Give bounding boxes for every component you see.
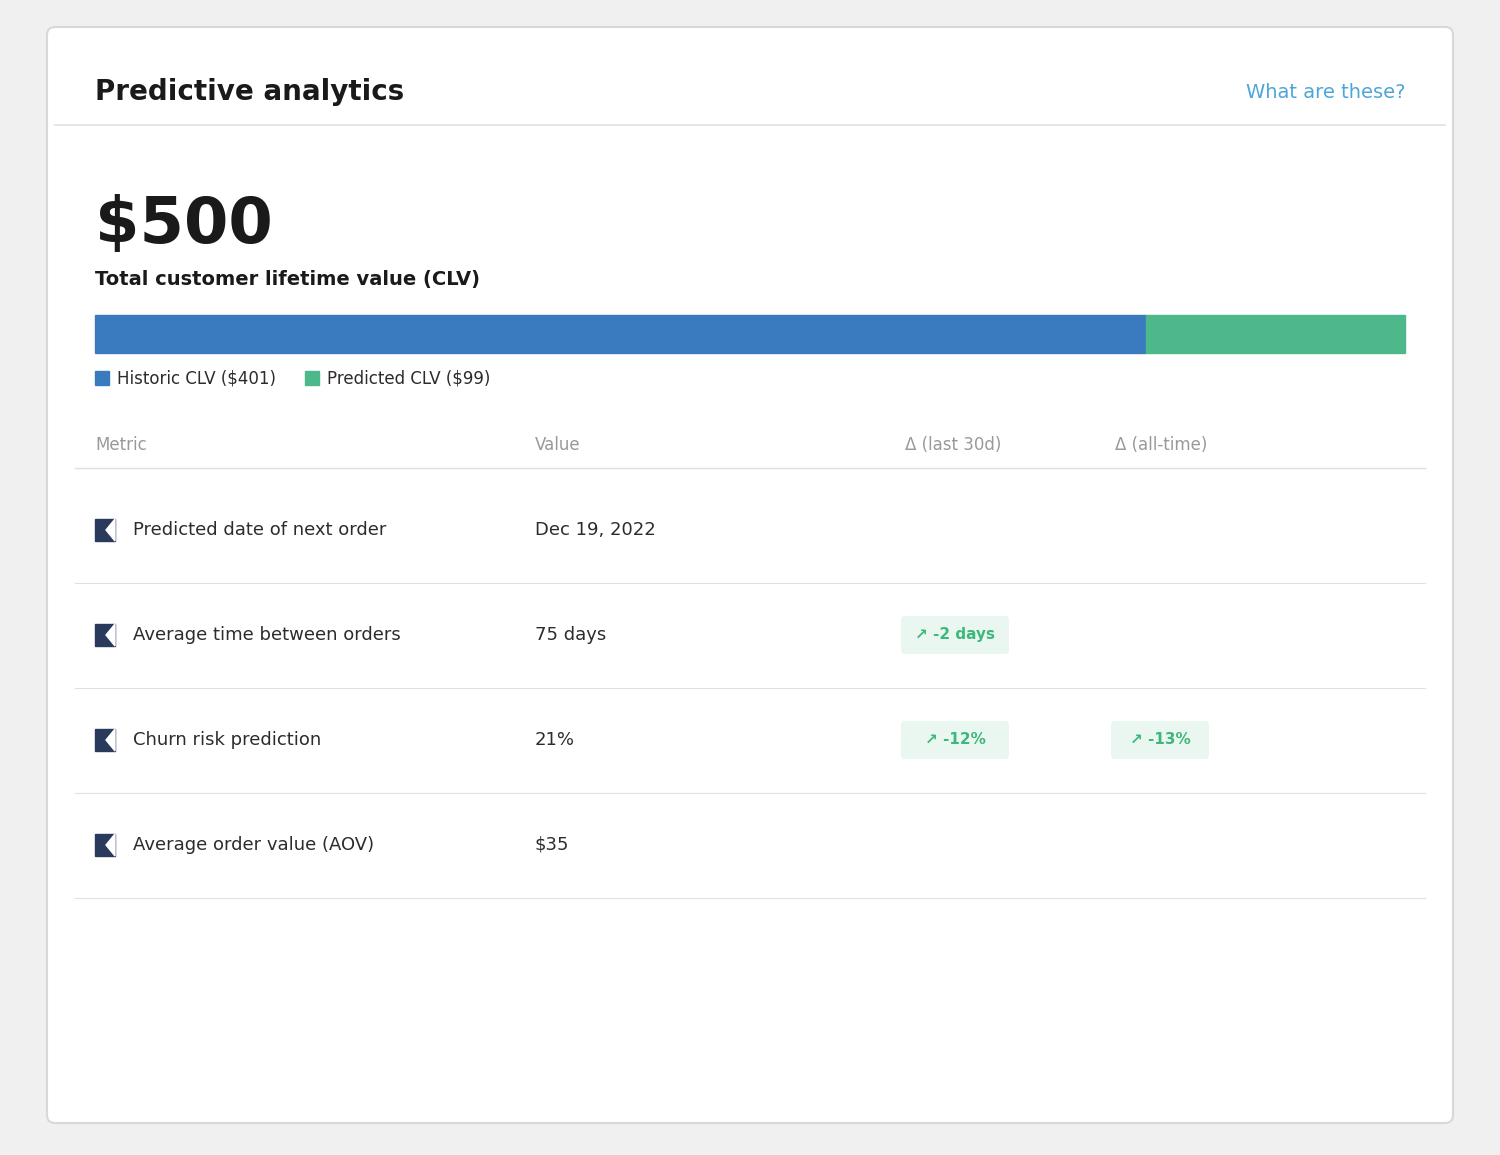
Text: Predicted CLV ($99): Predicted CLV ($99) <box>327 370 490 388</box>
Text: $500: $500 <box>94 194 273 256</box>
Bar <box>94 729 116 751</box>
Polygon shape <box>106 729 116 751</box>
FancyBboxPatch shape <box>1112 721 1209 759</box>
Text: Historic CLV ($401): Historic CLV ($401) <box>117 370 276 388</box>
Bar <box>94 834 116 856</box>
Text: Δ (all-time): Δ (all-time) <box>1114 435 1208 454</box>
Text: Metric: Metric <box>94 435 147 454</box>
Text: Predictive analytics: Predictive analytics <box>94 79 405 106</box>
FancyBboxPatch shape <box>46 27 1454 1123</box>
Text: 75 days: 75 days <box>536 626 606 644</box>
Text: ↗ -12%: ↗ -12% <box>924 732 986 747</box>
Bar <box>1146 315 1406 353</box>
FancyBboxPatch shape <box>902 721 1010 759</box>
Bar <box>304 371 320 385</box>
Text: Churn risk prediction: Churn risk prediction <box>134 731 321 748</box>
Polygon shape <box>106 834 116 856</box>
Text: Average time between orders: Average time between orders <box>134 626 401 644</box>
Text: $35: $35 <box>536 836 570 854</box>
Text: ↗ -13%: ↗ -13% <box>1130 732 1191 747</box>
Text: Value: Value <box>536 435 580 454</box>
Polygon shape <box>106 519 116 541</box>
Text: ↗ -2 days: ↗ -2 days <box>915 627 995 642</box>
Bar <box>94 624 116 646</box>
Text: Total customer lifetime value (CLV): Total customer lifetime value (CLV) <box>94 270 480 290</box>
Text: What are these?: What are these? <box>1245 82 1406 102</box>
Bar <box>94 519 116 541</box>
Bar <box>94 315 1146 353</box>
Text: Δ (last 30d): Δ (last 30d) <box>904 435 1002 454</box>
Text: Predicted date of next order: Predicted date of next order <box>134 521 387 539</box>
Polygon shape <box>106 624 116 646</box>
Text: Dec 19, 2022: Dec 19, 2022 <box>536 521 656 539</box>
FancyBboxPatch shape <box>902 616 1010 654</box>
Text: 21%: 21% <box>536 731 574 748</box>
Text: Average order value (AOV): Average order value (AOV) <box>134 836 374 854</box>
Bar <box>94 371 110 385</box>
